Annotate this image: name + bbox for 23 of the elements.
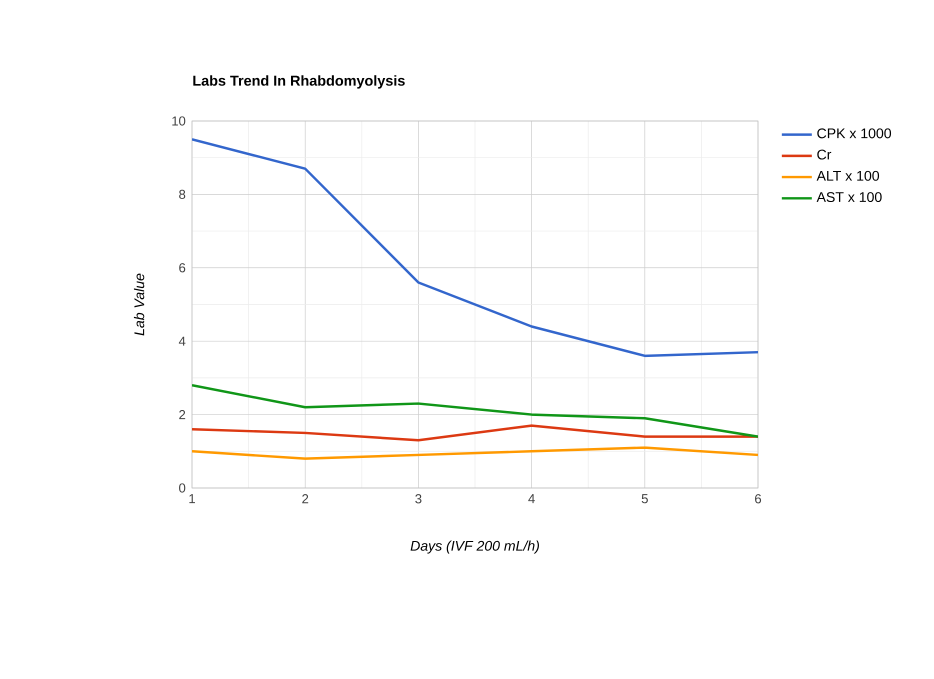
y-tick-label: 0	[179, 483, 186, 493]
y-tick-label: 2	[179, 410, 186, 420]
x-tick-label: 4	[528, 494, 535, 504]
y-tick-label: 8	[179, 190, 186, 199]
line-series	[192, 138, 758, 358]
x-tick-label: 3	[415, 494, 422, 504]
legend-label: ALT x 100	[816, 170, 880, 181]
x-axis-title: Days (IVF 200 mL/h)	[410, 540, 539, 554]
y-axis-title: Lab Value	[134, 274, 144, 336]
line-series	[192, 424, 758, 442]
y-tick-label: 10	[172, 116, 186, 126]
line-series	[192, 384, 758, 438]
legend-label: Cr	[817, 150, 832, 160]
legend-label: AST x 100	[816, 192, 882, 202]
x-tick-label: 5	[642, 494, 648, 504]
y-tick-label: 4	[178, 336, 186, 346]
x-tick-label: 1	[189, 494, 195, 504]
y-tick-label: 6	[179, 263, 186, 272]
chart-title: Labs Trend In Rhabdomyolysis	[193, 75, 405, 89]
x-tick-label: 2	[302, 494, 308, 504]
legend-label: CPK x 1000	[817, 128, 892, 138]
line-series	[192, 446, 758, 460]
x-tick-label: 6	[755, 494, 762, 504]
